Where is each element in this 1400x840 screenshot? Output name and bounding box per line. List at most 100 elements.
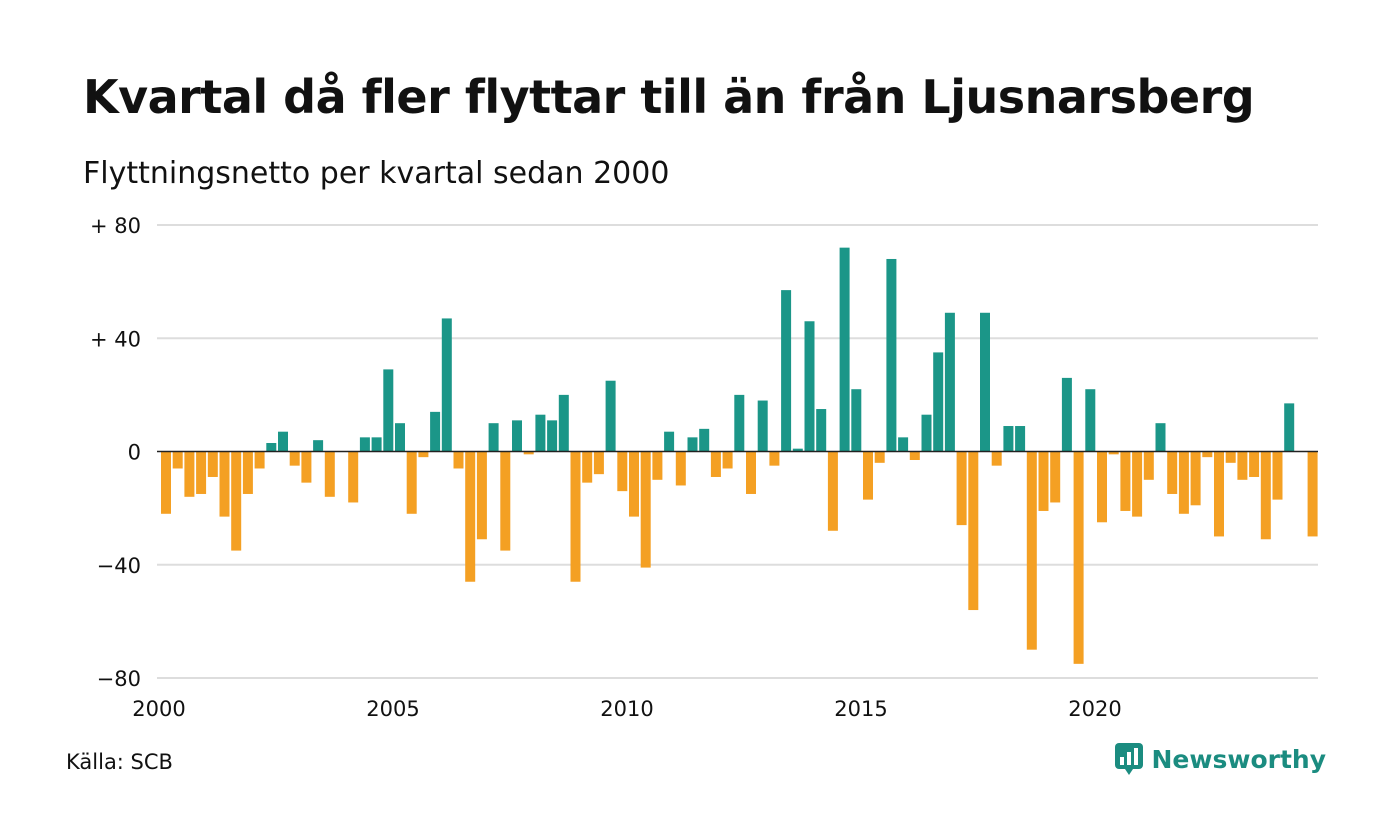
bar (1178, 451, 1189, 514)
bar (523, 451, 534, 455)
bar (1050, 451, 1061, 503)
bar (1003, 426, 1014, 452)
bar (395, 423, 405, 452)
bar (1085, 389, 1096, 452)
brand-name: Newsworthy (1151, 744, 1327, 774)
bar (196, 451, 207, 494)
bar (453, 451, 464, 469)
source-note: Källa: SCB (66, 750, 173, 774)
bar (289, 451, 300, 466)
bar (582, 451, 593, 483)
bar (359, 437, 370, 452)
bar (231, 451, 242, 551)
bar (909, 451, 920, 460)
bar (652, 451, 663, 480)
chart-subtitle: Flyttningsnetto per kvartal sedan 2000 (83, 156, 670, 191)
bar (640, 451, 651, 568)
bar (1214, 451, 1224, 537)
bar (500, 451, 511, 551)
bar (734, 394, 745, 452)
bar (184, 451, 195, 497)
y-tick-label: + 80 (90, 214, 141, 238)
bar (406, 451, 417, 514)
bar (664, 431, 675, 452)
bar (1108, 451, 1119, 455)
bar (488, 423, 499, 452)
bar (617, 451, 628, 492)
x-tick-label: 2020 (1068, 697, 1121, 721)
bar (1272, 451, 1283, 500)
bar (804, 321, 815, 452)
bar (348, 451, 359, 503)
bar (1061, 377, 1072, 452)
bar (687, 437, 698, 452)
y-tick-label: −40 (97, 554, 141, 578)
bar (465, 451, 476, 582)
y-tick-label: + 40 (90, 327, 141, 351)
bar (371, 437, 382, 452)
x-tick-label: 2010 (600, 697, 653, 721)
bar (535, 414, 546, 452)
bar (629, 451, 639, 517)
bar (898, 437, 909, 452)
bar (1026, 451, 1037, 650)
x-tick-label: 2005 (366, 697, 419, 721)
bar (1260, 451, 1271, 540)
bar (968, 451, 979, 611)
bar (1284, 403, 1295, 452)
bar (1038, 451, 1049, 511)
bar (769, 451, 780, 466)
bar (675, 451, 686, 486)
x-tick-label: 2000 (132, 697, 185, 721)
bar (1225, 451, 1236, 463)
bar (827, 451, 838, 531)
chart-title: Kvartal då fler flyttar till än från Lju… (83, 70, 1255, 124)
bar (605, 380, 616, 452)
bar (476, 451, 487, 540)
bar (956, 451, 967, 526)
bar (1202, 451, 1213, 458)
bar (1143, 451, 1154, 480)
bar (430, 411, 441, 452)
gridlines (157, 224, 1318, 679)
bar (547, 420, 558, 452)
bar (1307, 451, 1318, 537)
y-axis: + 80 + 40 0 −40 −80 (90, 214, 141, 691)
bar (301, 451, 312, 483)
bar (161, 451, 171, 514)
bar (1155, 423, 1166, 452)
bar (921, 414, 932, 452)
bar (266, 443, 277, 452)
x-axis: 2000 2005 2010 2015 2020 (132, 697, 1121, 721)
bar (757, 400, 768, 452)
bar (991, 451, 1002, 466)
bar (383, 369, 394, 452)
y-tick-label: −80 (97, 667, 141, 691)
bar (886, 258, 897, 452)
x-tick-label: 2015 (834, 697, 887, 721)
bar (781, 290, 792, 452)
bar (699, 428, 710, 452)
bar (851, 389, 862, 452)
bar (1073, 451, 1084, 664)
bar (816, 409, 827, 452)
bar (418, 451, 429, 458)
bars (161, 247, 1318, 664)
bar (1015, 426, 1026, 452)
bar (722, 451, 733, 469)
bar (570, 451, 581, 582)
bar (1167, 451, 1178, 494)
bar (746, 451, 756, 494)
newsworthy-icon (1114, 743, 1143, 775)
bar (254, 451, 265, 469)
bar (980, 312, 990, 452)
bar (1120, 451, 1131, 511)
bar (944, 312, 955, 452)
bar (1190, 451, 1201, 506)
bar (242, 451, 253, 494)
bar (172, 451, 183, 469)
bar (863, 451, 873, 500)
bar (874, 451, 885, 463)
bar (1249, 451, 1260, 477)
